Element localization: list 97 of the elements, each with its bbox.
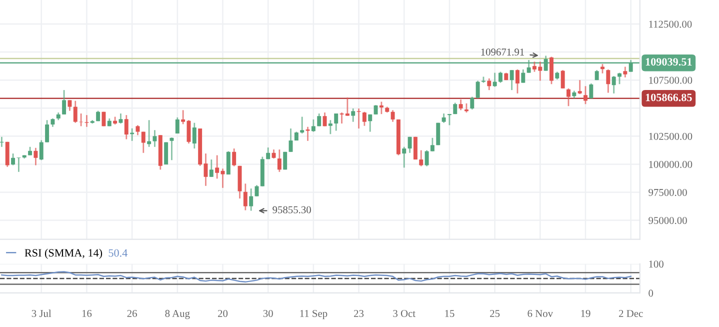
candlestick	[209, 158, 214, 178]
candlestick	[492, 72, 497, 88]
legend-label: RSI (SMMA, 14)	[24, 248, 102, 259]
candlestick	[458, 98, 463, 111]
candlestick	[470, 96, 474, 110]
candlestick	[141, 131, 146, 154]
candlestick	[356, 108, 361, 130]
candlestick	[192, 122, 196, 150]
candlestick	[374, 104, 378, 116]
candlestick	[73, 100, 78, 124]
x-tick-label: 20	[218, 310, 228, 317]
candlestick	[476, 80, 480, 100]
candlestick	[498, 71, 502, 84]
candlestick	[118, 112, 123, 124]
y-tick-label: 102500.00	[649, 132, 692, 140]
candlestick	[521, 68, 526, 84]
candlestick	[45, 119, 50, 143]
candlestick	[317, 112, 322, 127]
y-tick-label: 100	[649, 260, 664, 268]
candlestick	[226, 150, 230, 176]
candlestick	[447, 113, 452, 126]
candlestick	[606, 68, 610, 94]
candlestick	[623, 66, 628, 78]
ref-line-label: 109039.51	[646, 58, 692, 66]
candlestick	[560, 69, 565, 90]
candlestick	[362, 111, 366, 127]
candlestick	[84, 114, 89, 128]
x-tick-label: 2 Dec	[619, 310, 643, 317]
x-tick-label: 3 Oct	[393, 310, 416, 317]
y-tick-label: 107500.00	[649, 76, 692, 84]
candlestick	[368, 114, 372, 132]
x-tick-label: 15	[445, 310, 454, 317]
candlestick	[550, 56, 554, 85]
candlestick	[136, 124, 140, 136]
candlestick	[16, 156, 21, 173]
text: 50.4	[108, 249, 128, 257]
candlestick	[62, 89, 66, 116]
candlestick	[181, 109, 186, 125]
x-tick-label: 11 Sep	[300, 310, 328, 320]
candlestick	[306, 126, 310, 142]
candlestick	[390, 109, 395, 123]
candlestick	[334, 112, 338, 132]
candlestick	[442, 112, 446, 124]
candlestick	[277, 148, 282, 173]
candlestick	[600, 63, 604, 74]
y-tick-label: 100000.00	[649, 160, 692, 168]
candlestick	[589, 82, 594, 100]
candlestick	[510, 69, 514, 91]
candlestick	[328, 119, 332, 135]
candlestick	[419, 149, 424, 167]
x-tick-label: 8 Aug	[165, 310, 190, 320]
candlestick	[254, 184, 259, 197]
candlestick	[408, 136, 412, 154]
x-tick-label: 16	[82, 310, 92, 317]
x-tick-label: 30	[263, 310, 273, 317]
candlestick	[232, 148, 236, 167]
candlestick	[34, 147, 38, 166]
candlestick	[322, 112, 327, 127]
candlestick	[516, 68, 520, 94]
candlestick	[39, 140, 44, 161]
candlestick	[566, 88, 570, 107]
candlestick	[68, 99, 72, 112]
candlestick	[175, 116, 180, 134]
candlestick	[612, 75, 616, 94]
candlestick	[249, 188, 254, 212]
ref-line-label: 105866.85	[646, 94, 692, 102]
y-tick-label: 95000.00	[648, 216, 687, 224]
candlestick	[124, 114, 128, 140]
x-tick-label: 6 Nov	[528, 310, 554, 317]
candlestick	[487, 78, 492, 91]
candlestick	[215, 154, 220, 180]
candlestick	[164, 142, 168, 166]
candlestick	[243, 182, 248, 211]
line-series	[1, 271, 632, 283]
candlestick	[311, 118, 316, 132]
y-tick-label: 97500.00	[648, 188, 687, 196]
candlestick	[430, 137, 434, 152]
y-tick-label: 112500.00	[649, 20, 692, 28]
candlestick	[618, 72, 622, 85]
x-tick-label: 26	[127, 310, 137, 317]
annotation: 109671.91	[481, 48, 524, 56]
candlestick	[584, 85, 588, 105]
candlestick	[11, 152, 16, 166]
y-tick-label: 0	[648, 290, 654, 297]
annotation: 95855.30	[272, 206, 311, 214]
candlestick	[5, 141, 10, 168]
candlestick	[578, 79, 582, 95]
candlestick	[402, 146, 406, 168]
candlestick	[424, 149, 429, 167]
candlestick	[379, 101, 384, 115]
x-tick-label: 3 Jul	[32, 310, 52, 317]
candlestick	[300, 116, 304, 134]
x-tick-label: 25	[490, 310, 500, 317]
candlestick	[147, 119, 152, 148]
candlestick	[351, 108, 356, 123]
x-tick-label: 19	[581, 310, 590, 317]
x-tick-label: 23	[354, 310, 364, 317]
